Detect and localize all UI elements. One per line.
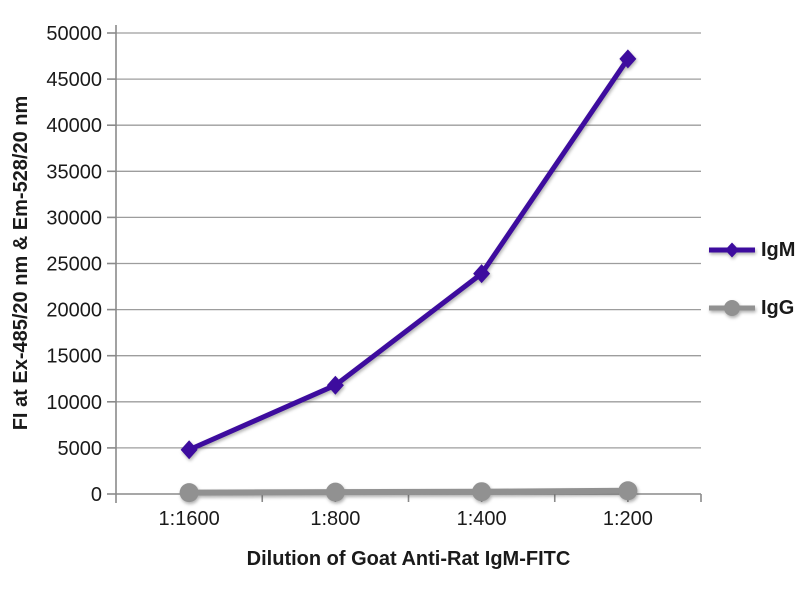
- data-point-igm: [180, 440, 198, 460]
- data-point-igm: [619, 49, 637, 69]
- y-tick-label: 25000: [46, 254, 102, 276]
- y-tick-label: 20000: [46, 300, 102, 322]
- y-tick-label: 10000: [46, 392, 102, 414]
- y-tick-label: 0: [91, 484, 102, 506]
- series-line-igg: [186, 487, 631, 496]
- x-axis-title: Dilution of Goat Anti-Rat IgM-FITC: [246, 548, 571, 570]
- y-tick-label: 40000: [46, 115, 102, 137]
- series-igg: [179, 481, 638, 503]
- legend-item-igg: IgG: [708, 296, 794, 320]
- y-tick-label: 45000: [46, 69, 102, 91]
- legend-label-igm: IgM: [761, 239, 796, 261]
- data-point-igg: [325, 482, 345, 502]
- data-point-igg: [472, 482, 492, 502]
- data-point-igg: [618, 481, 638, 501]
- legend-label-igg: IgG: [761, 297, 795, 319]
- y-tick-label: 15000: [46, 346, 102, 368]
- y-axis-title: FI at Ex-485/20 nm & Em-528/20 nm: [10, 95, 32, 431]
- y-tick-label: 5000: [58, 438, 103, 460]
- igm-marker-icon: [709, 242, 755, 258]
- y-tick-label: 35000: [46, 161, 102, 183]
- legend-item-igm: IgM: [708, 238, 795, 262]
- x-tick-label: 1:800: [310, 508, 360, 530]
- y-tick-label: 50000: [46, 23, 102, 45]
- y-tick-label: 30000: [46, 207, 102, 229]
- data-point-igm: [326, 375, 344, 395]
- x-tick-label: 1:1600: [159, 508, 220, 530]
- series-igm: [180, 49, 637, 460]
- igg-marker-icon: [709, 300, 755, 316]
- x-tick-label: 1:400: [457, 508, 507, 530]
- x-tick-label: 1:200: [603, 508, 653, 530]
- data-point-igg: [179, 483, 199, 503]
- series-line-igm: [186, 56, 631, 453]
- data-point-igm: [473, 264, 491, 284]
